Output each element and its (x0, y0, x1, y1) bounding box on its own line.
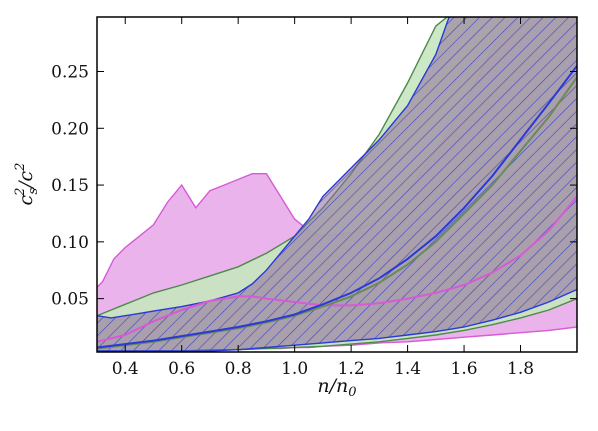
x-tick-label: 0.6 (168, 359, 195, 379)
y-axis-ticks: 0.05 0.10 0.15 0.20 0.25 (51, 63, 577, 310)
median-lines (97, 65, 577, 350)
y-tick-label: 0.25 (51, 63, 89, 83)
green-median-line (97, 76, 577, 350)
y-tick-label: 0.15 (51, 176, 89, 196)
y-tick-label: 0.05 (51, 290, 89, 310)
y-tick-label: 0.10 (51, 233, 89, 253)
blue-hatched-band-area (97, 17, 577, 351)
x-tick-label: 1.0 (281, 359, 308, 379)
x-tick-label: 1.8 (507, 359, 534, 379)
magenta-median-line (97, 195, 577, 343)
blue-hatched-band-lower-edge (97, 288, 577, 352)
x-tick-label: 1.2 (338, 359, 365, 379)
x-tick-label: 1.6 (451, 359, 478, 379)
confidence-bands (97, 17, 577, 352)
x-tick-label: 0.4 (112, 359, 139, 379)
x-tick-label: 0.8 (225, 359, 252, 379)
blue-median-line (97, 65, 577, 349)
y-tick-label: 0.20 (51, 119, 89, 139)
plot-frame (96, 16, 578, 353)
x-axis-ticks: 0.4 0.6 0.8 1.0 1.2 1.4 1.6 1.8 (112, 17, 534, 379)
x-tick-label: 1.4 (394, 359, 421, 379)
blue-hatched-band-upper-edge (97, 17, 450, 319)
svg-text:c2s/c2: c2s/c2 (13, 163, 41, 206)
y-axis-label: c2s/c2 (13, 163, 41, 206)
